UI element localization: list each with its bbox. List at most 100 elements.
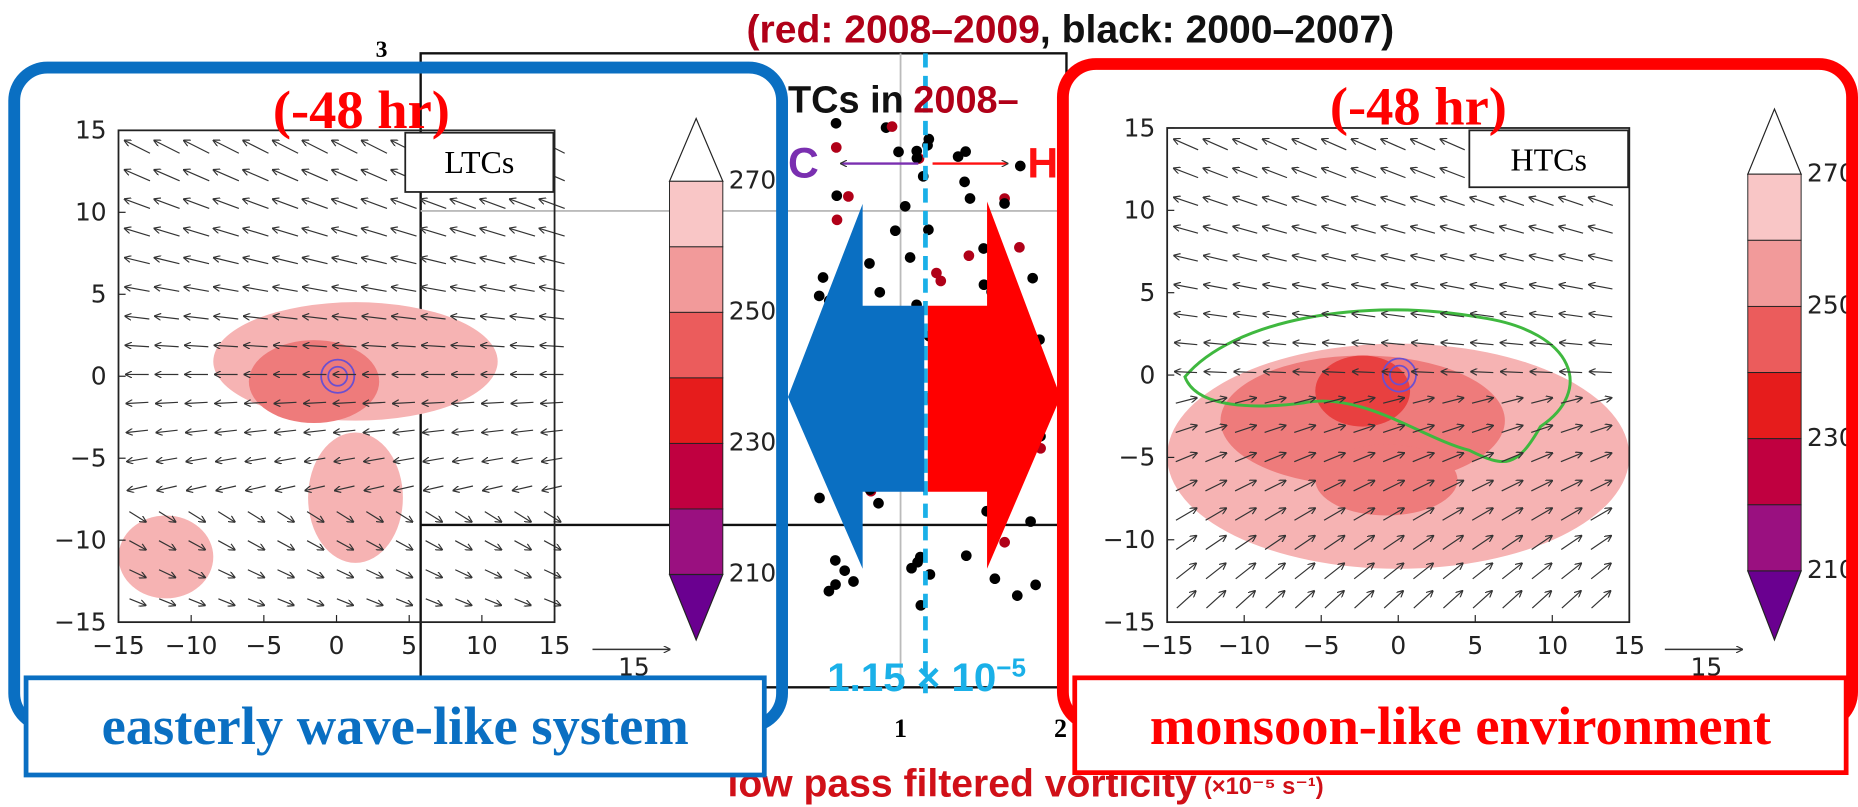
colorbar-cap xyxy=(1746,570,1802,642)
wind-vector xyxy=(303,258,328,265)
wind-vector xyxy=(1175,536,1196,550)
wind-vector xyxy=(513,485,533,490)
wind-vector xyxy=(1354,591,1374,609)
wind-vector xyxy=(1382,453,1404,463)
wind-vector xyxy=(1560,372,1583,373)
wind-vector xyxy=(1264,481,1286,492)
wind-vector xyxy=(1353,314,1376,317)
wind-vector xyxy=(395,569,412,578)
scatter-dot xyxy=(904,252,916,263)
wind-vector xyxy=(1204,314,1228,317)
wind-vector xyxy=(512,458,533,461)
wind-vector xyxy=(1264,372,1286,373)
wind-vector xyxy=(541,402,564,403)
wind-vector xyxy=(1383,398,1404,404)
wind-vector xyxy=(1293,285,1317,290)
wind-vector xyxy=(366,598,383,605)
wind-vector xyxy=(1412,372,1435,373)
scatter-dot xyxy=(830,142,842,153)
wind-vector xyxy=(1590,398,1612,404)
wind-vector xyxy=(1323,426,1345,433)
contour-line xyxy=(1389,364,1410,386)
class-label: H xyxy=(1027,140,1058,188)
wind-vector xyxy=(1471,508,1492,521)
colorbar-tick-label: 270 xyxy=(729,165,776,194)
wind-vector xyxy=(455,598,471,605)
wind-vector xyxy=(306,569,323,578)
wind-vector xyxy=(155,229,180,237)
wind-vector xyxy=(1382,343,1405,345)
scatter-dot xyxy=(999,198,1010,209)
wind-vector xyxy=(333,345,357,346)
title-text: TCs in xyxy=(788,80,904,122)
wind-vector xyxy=(303,141,328,154)
wind-vector xyxy=(155,170,180,182)
wind-vector xyxy=(363,316,387,319)
wind-vector xyxy=(1471,227,1495,234)
scatter-dot xyxy=(1014,242,1025,253)
wind-vector xyxy=(1382,285,1406,290)
caption: monsoon-like environment xyxy=(1150,695,1771,756)
wind-vector xyxy=(216,430,237,432)
x-tick-label: 0 xyxy=(1390,631,1406,660)
wind-vector xyxy=(1352,139,1377,151)
scatter-dot xyxy=(931,267,942,279)
wind-vector xyxy=(1531,564,1551,580)
y-tick-label: 10 xyxy=(1124,196,1156,225)
scatter-dot xyxy=(923,224,934,236)
wind-vector xyxy=(514,540,530,550)
wind-vector xyxy=(1590,372,1612,373)
wind-vector xyxy=(480,199,506,209)
wind-vector xyxy=(1264,314,1287,317)
wind-vector xyxy=(157,430,178,432)
wind-vector xyxy=(1531,591,1551,609)
wind-vector xyxy=(1234,453,1256,463)
scatter-dot xyxy=(1027,272,1038,284)
wind-vector xyxy=(129,540,145,550)
wind-vector xyxy=(1175,453,1197,463)
wind-vector xyxy=(1294,564,1314,580)
wind-vector xyxy=(214,229,239,237)
wind-vector xyxy=(1205,372,1227,373)
colorbar-tick-label: 210 xyxy=(729,559,776,588)
x-tick-label: 10 xyxy=(466,631,498,660)
scatter-dot xyxy=(829,555,841,566)
wind-vector xyxy=(423,430,445,432)
scatter-dot xyxy=(999,536,1010,548)
wind-vector xyxy=(451,287,476,292)
wind-vector xyxy=(247,569,264,578)
wind-vector xyxy=(244,229,269,237)
wind-vector xyxy=(1235,564,1255,580)
wind-vector xyxy=(155,316,180,319)
wind-vector xyxy=(1205,398,1226,404)
wind-vector xyxy=(336,569,353,578)
wind-vector xyxy=(1470,197,1495,206)
wind-vector xyxy=(1501,343,1524,345)
wind-vector xyxy=(1471,285,1495,290)
wind-vector xyxy=(185,316,209,319)
background-plot: 3 1 2 TCs in 2008– C H 1.15 × 10−5 low pa… xyxy=(376,37,1324,805)
wind-vector xyxy=(276,485,296,490)
wind-vector xyxy=(392,287,417,292)
wind-vector xyxy=(1501,398,1523,404)
wind-vector xyxy=(543,540,560,550)
wind-vector xyxy=(512,430,534,432)
wind-vector xyxy=(481,287,506,292)
wind-vector xyxy=(1323,256,1347,262)
colorbar-cap xyxy=(668,116,724,182)
x-tick-label: 0 xyxy=(329,631,345,660)
colorbar-band xyxy=(669,442,724,510)
wind-vector xyxy=(1441,139,1465,151)
wind-vector xyxy=(1204,197,1228,206)
wind-vector xyxy=(125,199,151,209)
wind-vector xyxy=(1353,426,1374,433)
wind-vector xyxy=(362,287,387,292)
threshold-label: 1.15 × 10−5 xyxy=(827,653,1026,700)
wind-vector xyxy=(1204,227,1228,234)
wind-vector xyxy=(1500,285,1524,290)
plot-title: TCs in 2008– xyxy=(788,80,1019,122)
wind-vector xyxy=(156,402,179,403)
wind-vector xyxy=(1352,256,1376,262)
wind-vector xyxy=(1323,453,1345,463)
